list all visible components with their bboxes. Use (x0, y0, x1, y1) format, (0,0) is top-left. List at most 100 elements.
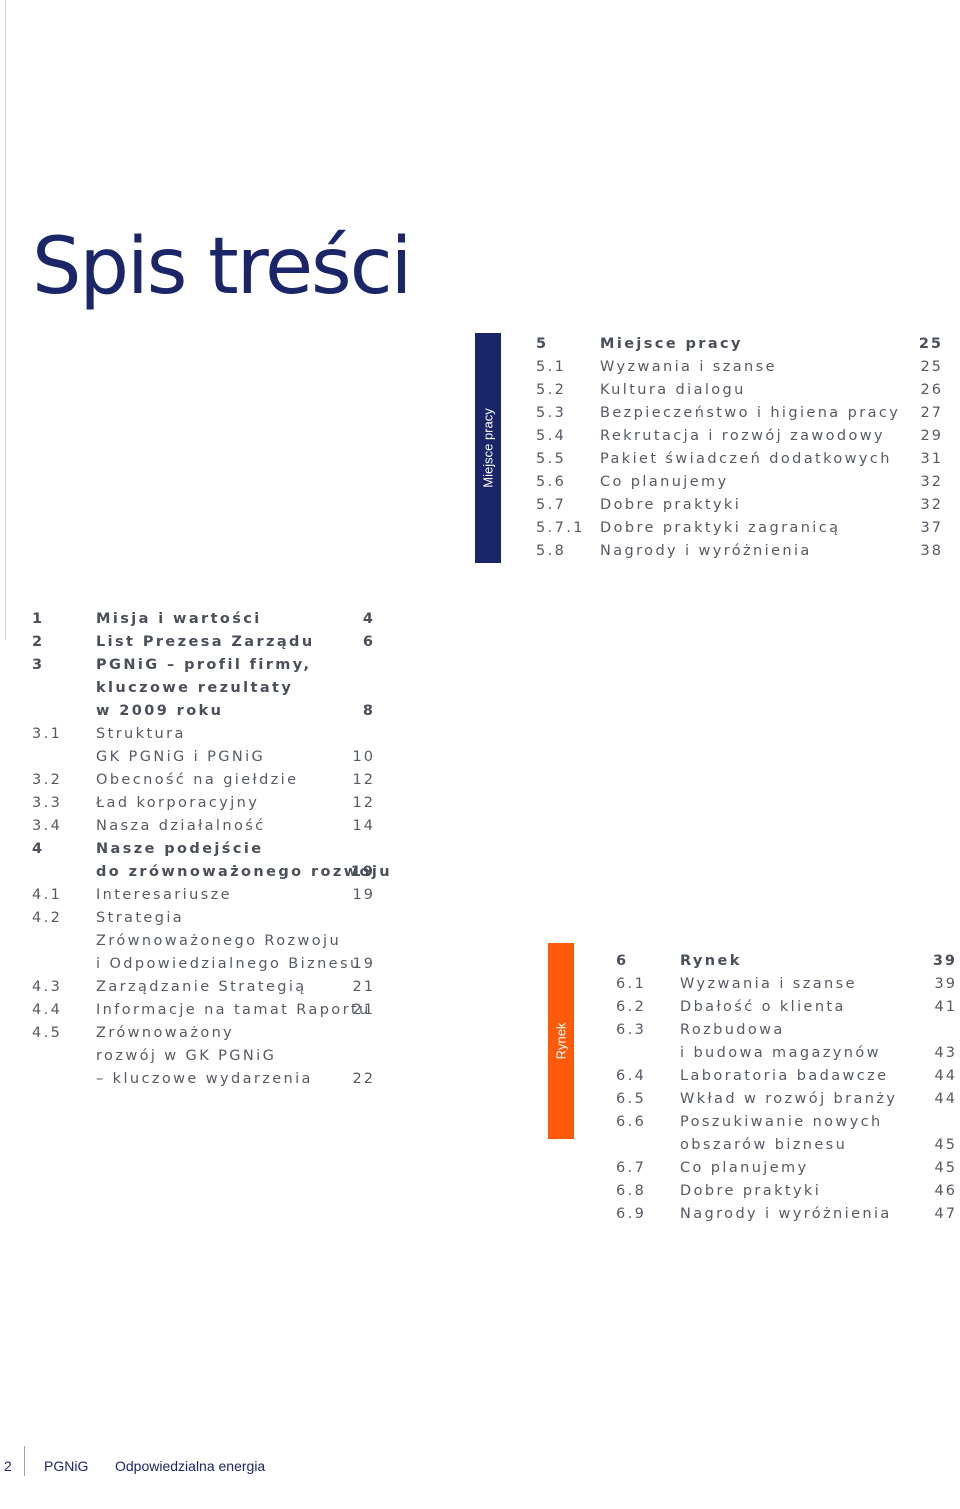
toc-entry-title: PGNiG – profil firmy, (96, 657, 312, 673)
toc-entry-page: 39 (932, 953, 957, 969)
toc-entry-title: Co planujemy (680, 1160, 809, 1176)
toc-entry-page: 31 (920, 451, 943, 467)
toc-entry[interactable]: w 2009 roku 8 (32, 700, 375, 723)
toc-entry-number: 5.2 (536, 382, 567, 398)
toc-entry[interactable]: 6.2 Dbałość o klienta 41 (616, 996, 957, 1019)
toc-entry[interactable]: 1 Misja i wartości 4 (32, 608, 375, 631)
toc-entry[interactable]: 6.4 Laboratoria badawcze 44 (616, 1065, 957, 1088)
toc-entry[interactable]: 6.3 Rozbudowa (616, 1019, 957, 1042)
toc-entry[interactable]: – kluczowe wydarzenia 22 (32, 1068, 375, 1091)
toc-entry-number: 5.4 (536, 428, 567, 444)
toc-entry-title: Informacje na tamat Raportu (96, 1002, 371, 1018)
toc-entry-number: 2 (32, 634, 45, 650)
toc-entry[interactable]: GK PGNiG i PGNiG 10 (32, 746, 375, 769)
section-tab-market: Rynek (548, 943, 574, 1139)
toc-entry[interactable]: 6 Rynek 39 (616, 950, 957, 973)
toc-entry-title: Rozbudowa (680, 1022, 785, 1038)
toc-entry-page: 22 (352, 1071, 375, 1087)
toc-entry-title: Dobre praktyki (600, 497, 742, 513)
toc-entry-title: obszarów biznesu (680, 1137, 848, 1153)
toc-entry-number: 3.2 (32, 772, 63, 788)
toc-entry[interactable]: 5.3 Bezpieczeństwo i higiena pracy 27 (536, 402, 943, 425)
toc-entry[interactable]: 3 PGNiG – profil firmy, (32, 654, 375, 677)
toc-entry[interactable]: 3.1 Struktura (32, 723, 375, 746)
toc-entry[interactable]: 5.8 Nagrody i wyróżnienia 38 (536, 540, 943, 563)
toc-entry[interactable]: 4.1 Interesariusze 19 (32, 884, 375, 907)
toc-entry-page: 43 (934, 1045, 957, 1061)
toc-entry-title: Strategia (96, 910, 185, 926)
toc-entry-page: 32 (920, 497, 943, 513)
toc-entry[interactable]: 5.7 Dobre praktyki 32 (536, 494, 943, 517)
toc-entry-number: 6.1 (616, 976, 647, 992)
toc-workplace: 5 Miejsce pracy 25 5.1 Wyzwania i szanse 25 5.… (536, 333, 943, 563)
toc-entry-number: 4.4 (32, 1002, 63, 1018)
section-tab-workplace-label: Miejsce pracy (480, 408, 496, 488)
toc-entry[interactable]: 3.2 Obecność na giełdzie 12 (32, 769, 375, 792)
footer-divider (24, 1446, 25, 1476)
toc-entry-page: 44 (934, 1091, 957, 1107)
toc-entry[interactable]: 3.4 Nasza działalność 14 (32, 815, 375, 838)
toc-entry[interactable]: 6.9 Nagrody i wyróżnienia 47 (616, 1203, 957, 1226)
toc-entry-number: 6.2 (616, 999, 647, 1015)
toc-entry[interactable]: 2 List Prezesa Zarządu 6 (32, 631, 375, 654)
toc-entry-number: 5.3 (536, 405, 567, 421)
toc-entry[interactable]: do zrównoważonego rozwoju 19 (32, 861, 390, 884)
toc-entry[interactable]: 6.5 Wkład w rozwój branży 44 (616, 1088, 957, 1111)
toc-entry[interactable]: 5.6 Co planujemy 32 (536, 471, 943, 494)
toc-entry-page: 46 (934, 1183, 957, 1199)
toc-entry[interactable]: rozwój w GK PGNiG (32, 1045, 375, 1068)
toc-entry-title: – kluczowe wydarzenia (96, 1071, 313, 1087)
toc-entry[interactable]: 3.3 Ład korporacyjny 12 (32, 792, 375, 815)
toc-entry-title: i budowa magazynów (680, 1045, 881, 1061)
toc-entry-title: Dobre praktyki zagranicą (600, 520, 841, 536)
toc-entry-number: 5 (536, 336, 549, 352)
toc-entry-page: 45 (934, 1137, 957, 1153)
toc-entry-page: 26 (920, 382, 943, 398)
toc-entry[interactable]: 4.5 Zrównoważony (32, 1022, 375, 1045)
toc-entry[interactable]: 5.5 Pakiet świadczeń dodatkowych 31 (536, 448, 943, 471)
toc-entry-page: 12 (352, 795, 375, 811)
toc-entry-title: Laboratoria badawcze (680, 1068, 889, 1084)
toc-entry-number: 5.7.1 (536, 520, 585, 536)
toc-entry[interactable]: i Odpowiedzialnego Biznesu 19 (32, 953, 375, 976)
toc-entry[interactable]: 4 Nasze podejście (32, 838, 375, 861)
toc-entry[interactable]: 4.2 Strategia (32, 907, 375, 930)
toc-entry-title: Miejsce pracy (600, 336, 743, 352)
toc-entry[interactable]: i budowa magazynów 43 (616, 1042, 957, 1065)
toc-entry[interactable]: 5.7.1 Dobre praktyki zagranicą 37 (536, 517, 943, 540)
toc-entry[interactable]: 6.7 Co planujemy 45 (616, 1157, 957, 1180)
toc-entry[interactable]: Zrównoważonego Rozwoju (32, 930, 375, 953)
toc-entry[interactable]: 4.3 Zarządzanie Strategią 21 (32, 976, 375, 999)
toc-entry-page: 29 (920, 428, 943, 444)
toc-entry-page: 12 (352, 772, 375, 788)
toc-entry[interactable]: 6.6 Poszukiwanie nowych (616, 1111, 957, 1134)
toc-entry-title: Wyzwania i szanse (680, 976, 857, 992)
toc-entry-title: Nagrody i wyróżnienia (600, 543, 812, 559)
toc-entry-page: 19 (352, 887, 375, 903)
toc-entry[interactable]: 4.4 Informacje na tamat Raportu 21 (32, 999, 375, 1022)
toc-entry[interactable]: 6.8 Dobre praktyki 46 (616, 1180, 957, 1203)
toc-entry[interactable]: 5 Miejsce pracy 25 (536, 333, 943, 356)
toc-entry-title: Rynek (680, 953, 742, 969)
toc-entry-number: 3.1 (32, 726, 63, 742)
toc-entry[interactable]: 5.1 Wyzwania i szanse 25 (536, 356, 943, 379)
toc-entry-page: 14 (352, 818, 375, 834)
toc-entry-number: 6.8 (616, 1183, 647, 1199)
toc-entry-title: Co planujemy (600, 474, 729, 490)
toc-entry-title: Nagrody i wyróżnienia (680, 1206, 892, 1222)
toc-entry-title: Bezpieczeństwo i higiena pracy (600, 405, 901, 421)
toc-entry[interactable]: 5.4 Rekrutacja i rozwój zawodowy 29 (536, 425, 943, 448)
toc-entry-number: 5.8 (536, 543, 567, 559)
footer-page-number: 2 (4, 1458, 12, 1474)
toc-entry-title: Misja i wartości (96, 611, 262, 627)
toc-entry[interactable]: obszarów biznesu 45 (616, 1134, 957, 1157)
toc-entry[interactable]: kluczowe rezultaty (32, 677, 375, 700)
toc-entry-title: List Prezesa Zarządu (96, 634, 315, 650)
toc-entry-number: 5.6 (536, 474, 567, 490)
toc-entry-page: 27 (920, 405, 943, 421)
toc-entry[interactable]: 5.2 Kultura dialogu 26 (536, 379, 943, 402)
toc-entry[interactable]: 6.1 Wyzwania i szanse 39 (616, 973, 957, 996)
toc-column-left: 1 Misja i wartości 4 2 List Prezesa Zarządu 6… (32, 608, 390, 1091)
toc-entry-title: do zrównoważonego rozwoju (96, 864, 392, 880)
toc-entry-number: 3.3 (32, 795, 63, 811)
